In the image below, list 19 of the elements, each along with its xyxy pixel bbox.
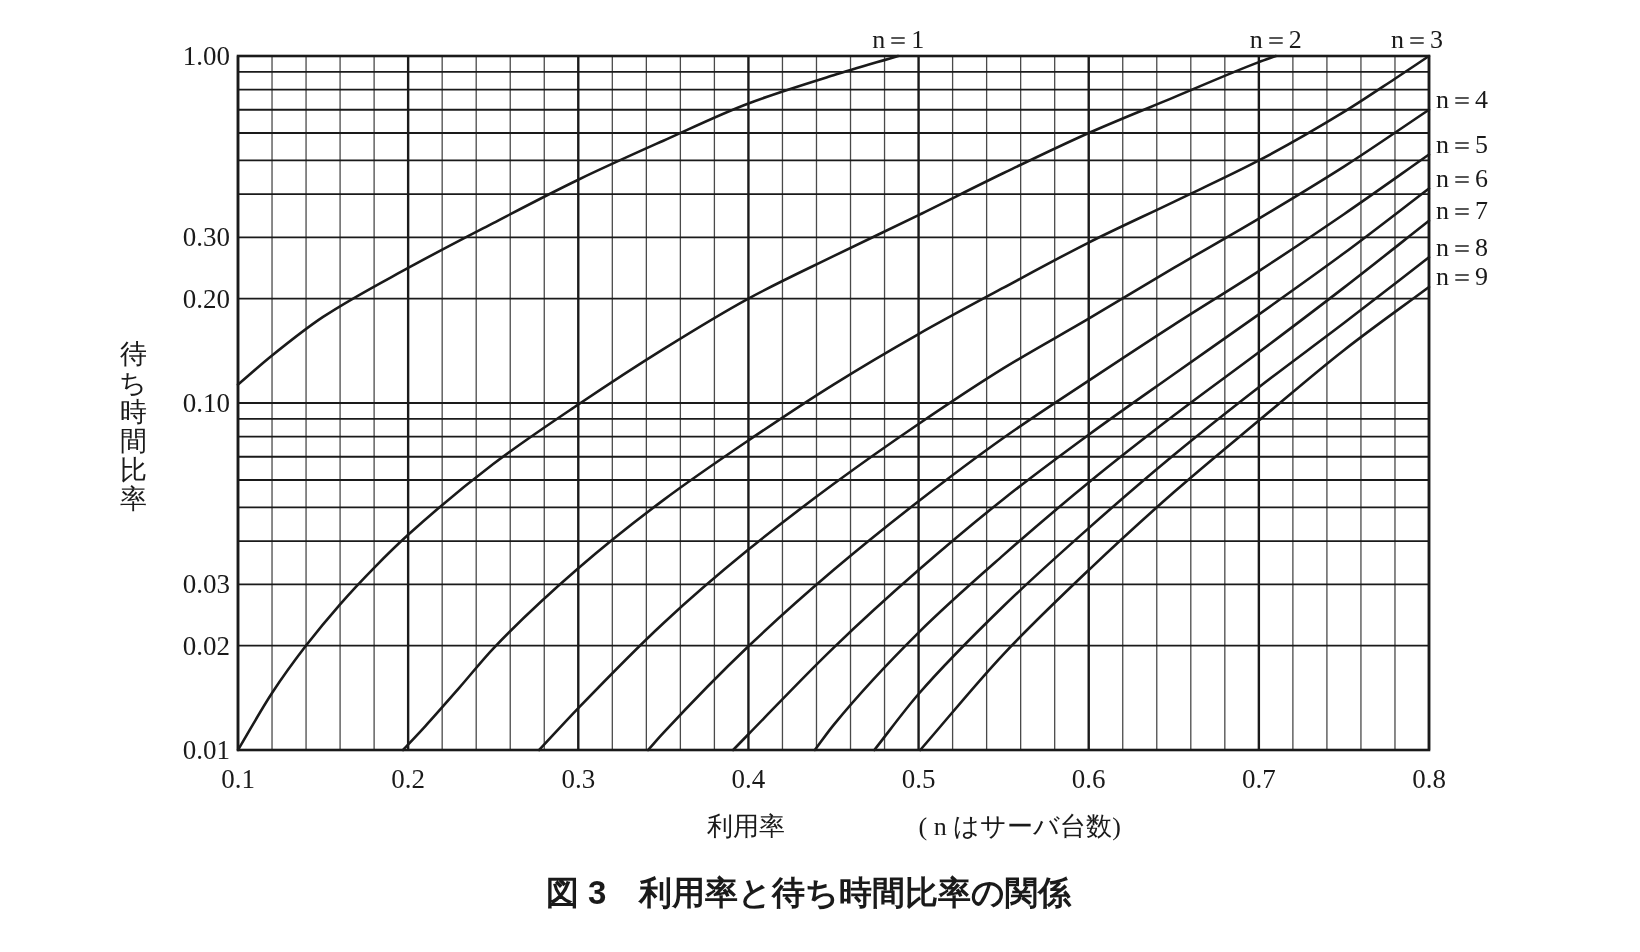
x-tick-label: 0.1 — [221, 764, 255, 794]
x-tick-label: 0.2 — [391, 764, 425, 794]
y-tick-label: 0.02 — [182, 630, 230, 661]
x-tick-label: 0.7 — [1242, 764, 1276, 794]
xlabel: 利用率 — [706, 811, 785, 841]
y-tick-label: 0.30 — [182, 222, 230, 253]
x-tick-label: 0.5 — [901, 764, 936, 794]
y-tick-label: 0.20 — [182, 283, 230, 314]
x-tick-label: 0.3 — [561, 764, 596, 794]
y-tick-label: 0.10 — [182, 388, 230, 418]
y-tick-label: 0.01 — [182, 735, 230, 765]
x-tick-label: 0.4 — [731, 764, 766, 794]
x-tick-label: 0.6 — [1071, 764, 1106, 794]
ylabel: 待ち時間比率 — [119, 338, 147, 514]
annotation: ( n はサーバ台数) — [918, 811, 1121, 841]
x-tick-label: 0.8 — [1412, 764, 1446, 794]
title: 図 3 利用率と待ち時間比率の関係 — [545, 873, 1072, 911]
y-tick-label: 1.00 — [182, 41, 230, 71]
y-tick-label: 0.03 — [182, 569, 230, 600]
